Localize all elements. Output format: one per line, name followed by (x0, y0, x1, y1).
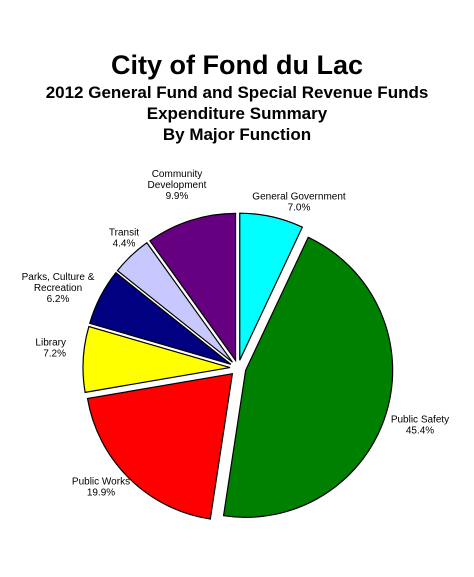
pie-label-community-development: Community Development 9.9% (148, 169, 207, 202)
chart-subtitle-1: 2012 General Fund and Special Revenue Fu… (45, 83, 429, 102)
pie-slice-transit (116, 241, 233, 363)
pie-label-general-government: General Government 7.0% (252, 192, 346, 214)
pie-label-public-works: Public Works 19.9% (72, 477, 130, 499)
pie-slice-library (82, 325, 231, 394)
pie-label-public-safety: Public Safety 45.4% (391, 415, 449, 437)
pie-slice-community-development (149, 212, 237, 363)
pie-label-transit: Transit 4.4% (109, 228, 139, 250)
chart-titles: City of Fond du Lac 2012 General Fund an… (0, 48, 474, 145)
pie-slice-general-government (239, 212, 304, 361)
pie-labels: General Government 7.0% Public Safety 45.4%… (22, 169, 450, 499)
pie-label-parks-culture-recreation: Parks, Culture & Recreation 6.2% (22, 272, 95, 305)
chart-subtitle-2: Expenditure Summary (146, 104, 328, 123)
chart-subtitle-3: By Major Function (162, 125, 312, 144)
pie-slice-public-safety (222, 236, 394, 518)
pie-slice-public-works (86, 372, 234, 520)
chart-title: City of Fond du Lac (111, 50, 363, 80)
pie-slices (82, 212, 394, 520)
pie-label-library: Library 7.2% (35, 338, 66, 360)
pie-slice-parks-culture-recreation (88, 271, 232, 365)
